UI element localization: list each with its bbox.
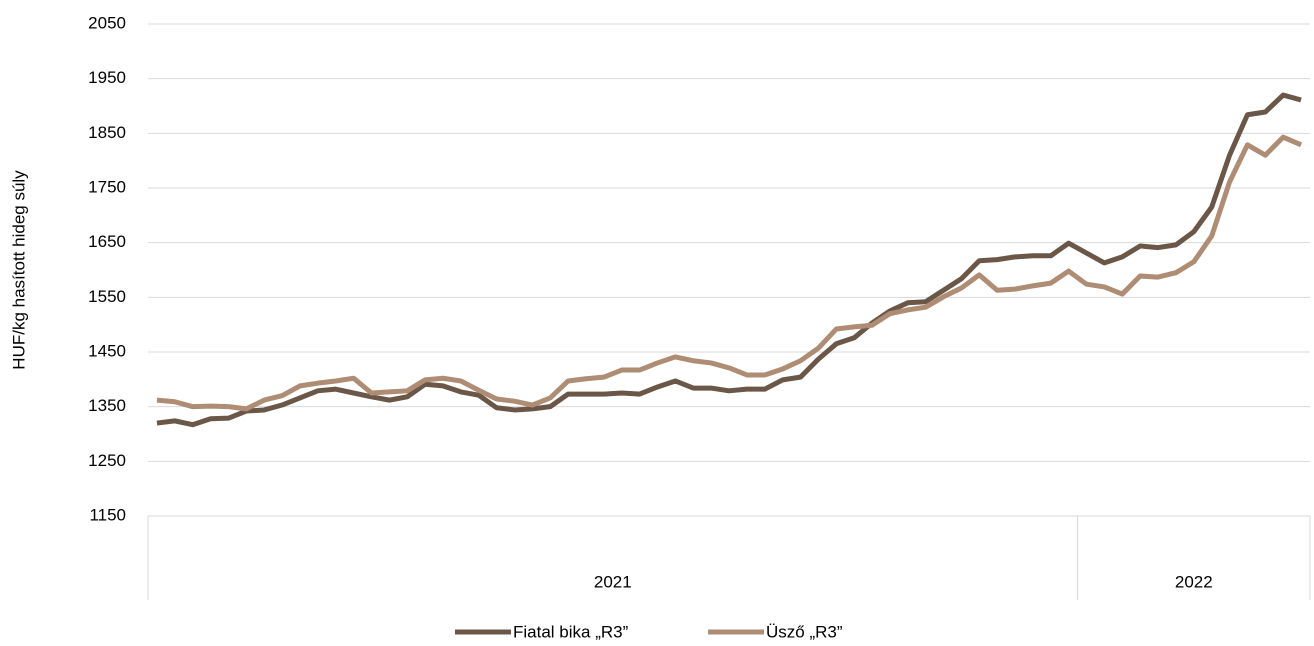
y-tick-label: 1450 (88, 341, 126, 360)
y-tick-label: 1750 (88, 177, 126, 196)
line-series (156, 134, 1303, 412)
y-tick-label: 1150 (89, 505, 126, 524)
legend-label: Üsző „R3” (766, 622, 843, 641)
y-tick-label: 1950 (88, 68, 126, 87)
y-tick-label: 1250 (88, 451, 126, 470)
x-group-label: 2022 (1175, 572, 1213, 591)
y-axis-label: HUF/kg hasított hideg súly (9, 170, 28, 370)
y-tick-label: 1350 (88, 396, 126, 415)
y-tick-label: 1850 (88, 123, 126, 142)
x-group-label: 2021 (594, 572, 632, 591)
line-series (156, 92, 1302, 428)
y-tick-label: 1550 (88, 287, 126, 306)
y-tick-label: 1650 (88, 232, 126, 251)
y-tick-label: 2050 (88, 13, 126, 32)
legend-label: Fiatal bika „R3” (513, 622, 629, 641)
